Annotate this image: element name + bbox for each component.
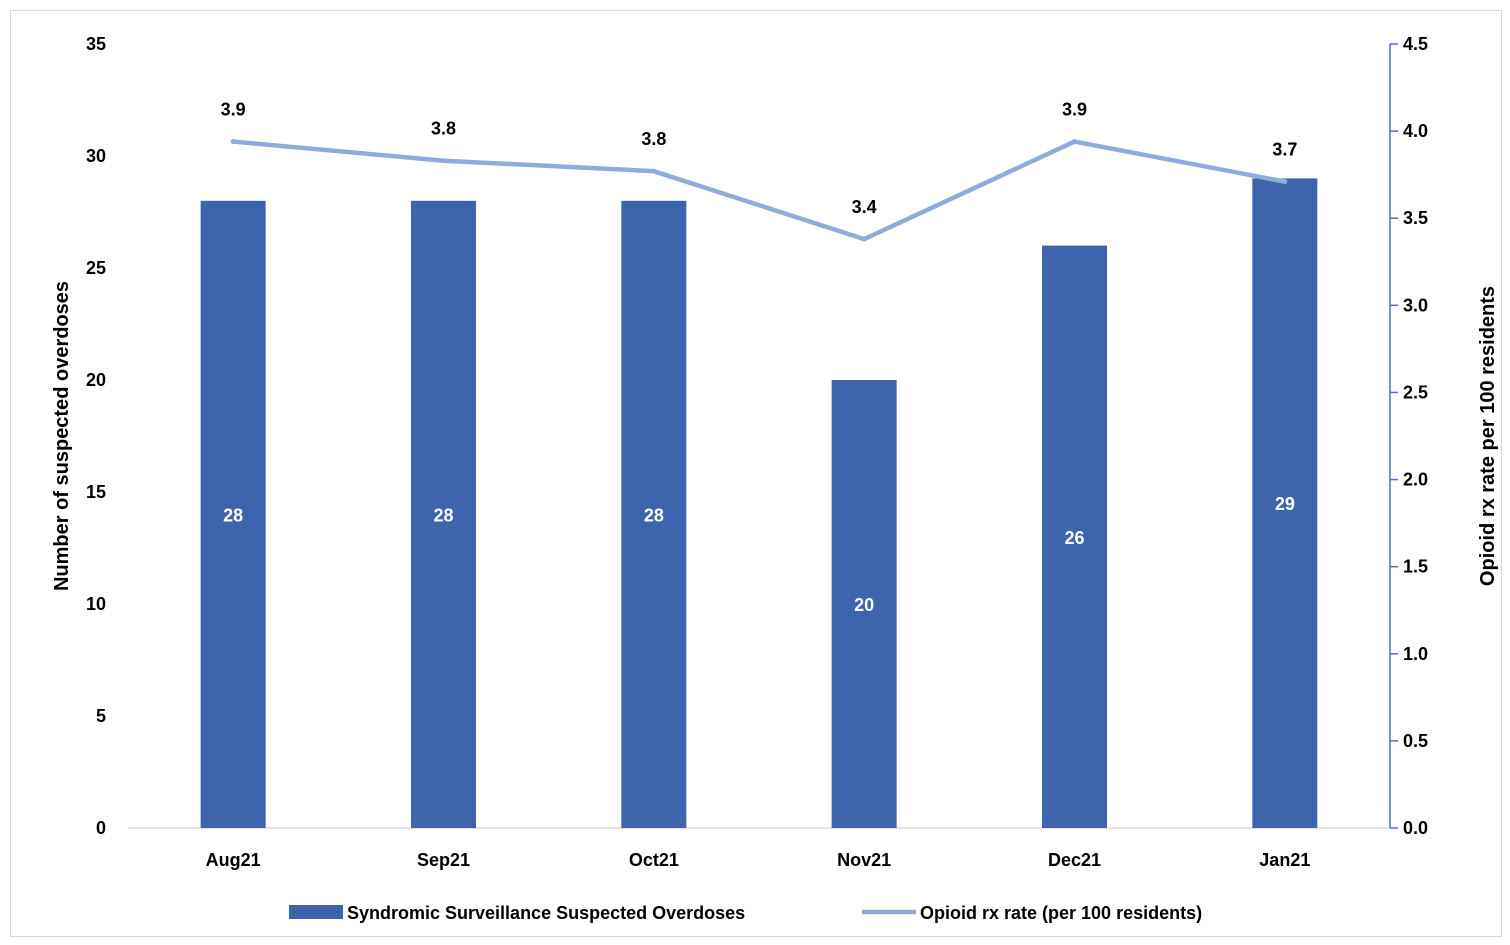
line-data-label: 3.4 bbox=[852, 197, 877, 217]
y-left-axis-title: Number of suspected overdoses bbox=[51, 281, 73, 591]
line-data-label: 3.8 bbox=[431, 119, 456, 139]
y-left-tick-label: 0 bbox=[96, 818, 106, 838]
bar-data-label: 28 bbox=[644, 505, 664, 525]
y-left-tick-label: 35 bbox=[86, 34, 106, 54]
y-left-tick-label: 25 bbox=[86, 258, 106, 278]
line-data-label: 3.9 bbox=[221, 100, 246, 120]
line-point bbox=[861, 236, 867, 242]
line-data-label: 3.7 bbox=[1272, 140, 1297, 160]
opioid-rx-rate-line bbox=[230, 139, 1288, 242]
x-tick-label: Oct21 bbox=[629, 850, 679, 870]
bar-data-label: 26 bbox=[1064, 528, 1084, 548]
bar-sep21 bbox=[411, 200, 476, 829]
bar-oct21 bbox=[621, 200, 687, 829]
bar-jan21 bbox=[1252, 178, 1318, 828]
y-left-tick-label: 20 bbox=[86, 370, 106, 390]
bar-data-label: 20 bbox=[854, 595, 874, 615]
x-tick-label: Nov21 bbox=[837, 850, 891, 870]
bar-aug21 bbox=[200, 200, 266, 829]
y-right-tick-label: 1.5 bbox=[1403, 557, 1428, 577]
y-right-tick-label: 4.5 bbox=[1403, 34, 1428, 54]
legend-bar-swatch bbox=[289, 905, 343, 919]
line-point bbox=[651, 168, 657, 174]
chart-frame bbox=[10, 10, 1502, 937]
y-right-tick-label: 3.5 bbox=[1403, 208, 1428, 228]
bar-data-label: 29 bbox=[1275, 494, 1295, 514]
legend-bar-label: Syndromic Surveillance Suspected Overdos… bbox=[347, 903, 745, 923]
x-tick-label: Aug21 bbox=[206, 850, 261, 870]
bar-data-label: 28 bbox=[433, 505, 453, 525]
x-tick-label: Jan21 bbox=[1259, 850, 1310, 870]
y-right-tick-label: 2.0 bbox=[1403, 470, 1428, 490]
line-point bbox=[1282, 179, 1288, 185]
y-right-axis-title: Opioid rx rate per 100 residents bbox=[1477, 286, 1499, 586]
y-left-tick-label: 10 bbox=[86, 594, 106, 614]
y-right-tick-label: 0.0 bbox=[1403, 818, 1428, 838]
x-tick-label: Dec21 bbox=[1048, 850, 1101, 870]
y-left-tick-label: 30 bbox=[86, 146, 106, 166]
y-left-tick-label: 15 bbox=[86, 482, 106, 502]
y-right-tick-label: 4.0 bbox=[1403, 121, 1428, 141]
line-point bbox=[1072, 139, 1077, 145]
y-right-tick-label: 3.0 bbox=[1403, 295, 1428, 315]
bar-dec21 bbox=[1042, 245, 1107, 829]
line-point bbox=[441, 158, 446, 164]
line-data-label: 3.9 bbox=[1062, 100, 1087, 120]
y-left-tick-label: 5 bbox=[96, 706, 106, 726]
legend-line-label: Opioid rx rate (per 100 residents) bbox=[920, 903, 1202, 923]
line-point bbox=[230, 139, 236, 145]
line-data-label: 3.8 bbox=[641, 129, 666, 149]
bar-nov21 bbox=[831, 380, 897, 828]
y-right-tick-label: 2.5 bbox=[1403, 382, 1428, 402]
x-tick-label: Sep21 bbox=[417, 850, 470, 870]
y-right-tick-label: 1.0 bbox=[1403, 644, 1428, 664]
y-right-tick-label: 0.5 bbox=[1403, 731, 1428, 751]
bar-data-label: 28 bbox=[223, 505, 243, 525]
